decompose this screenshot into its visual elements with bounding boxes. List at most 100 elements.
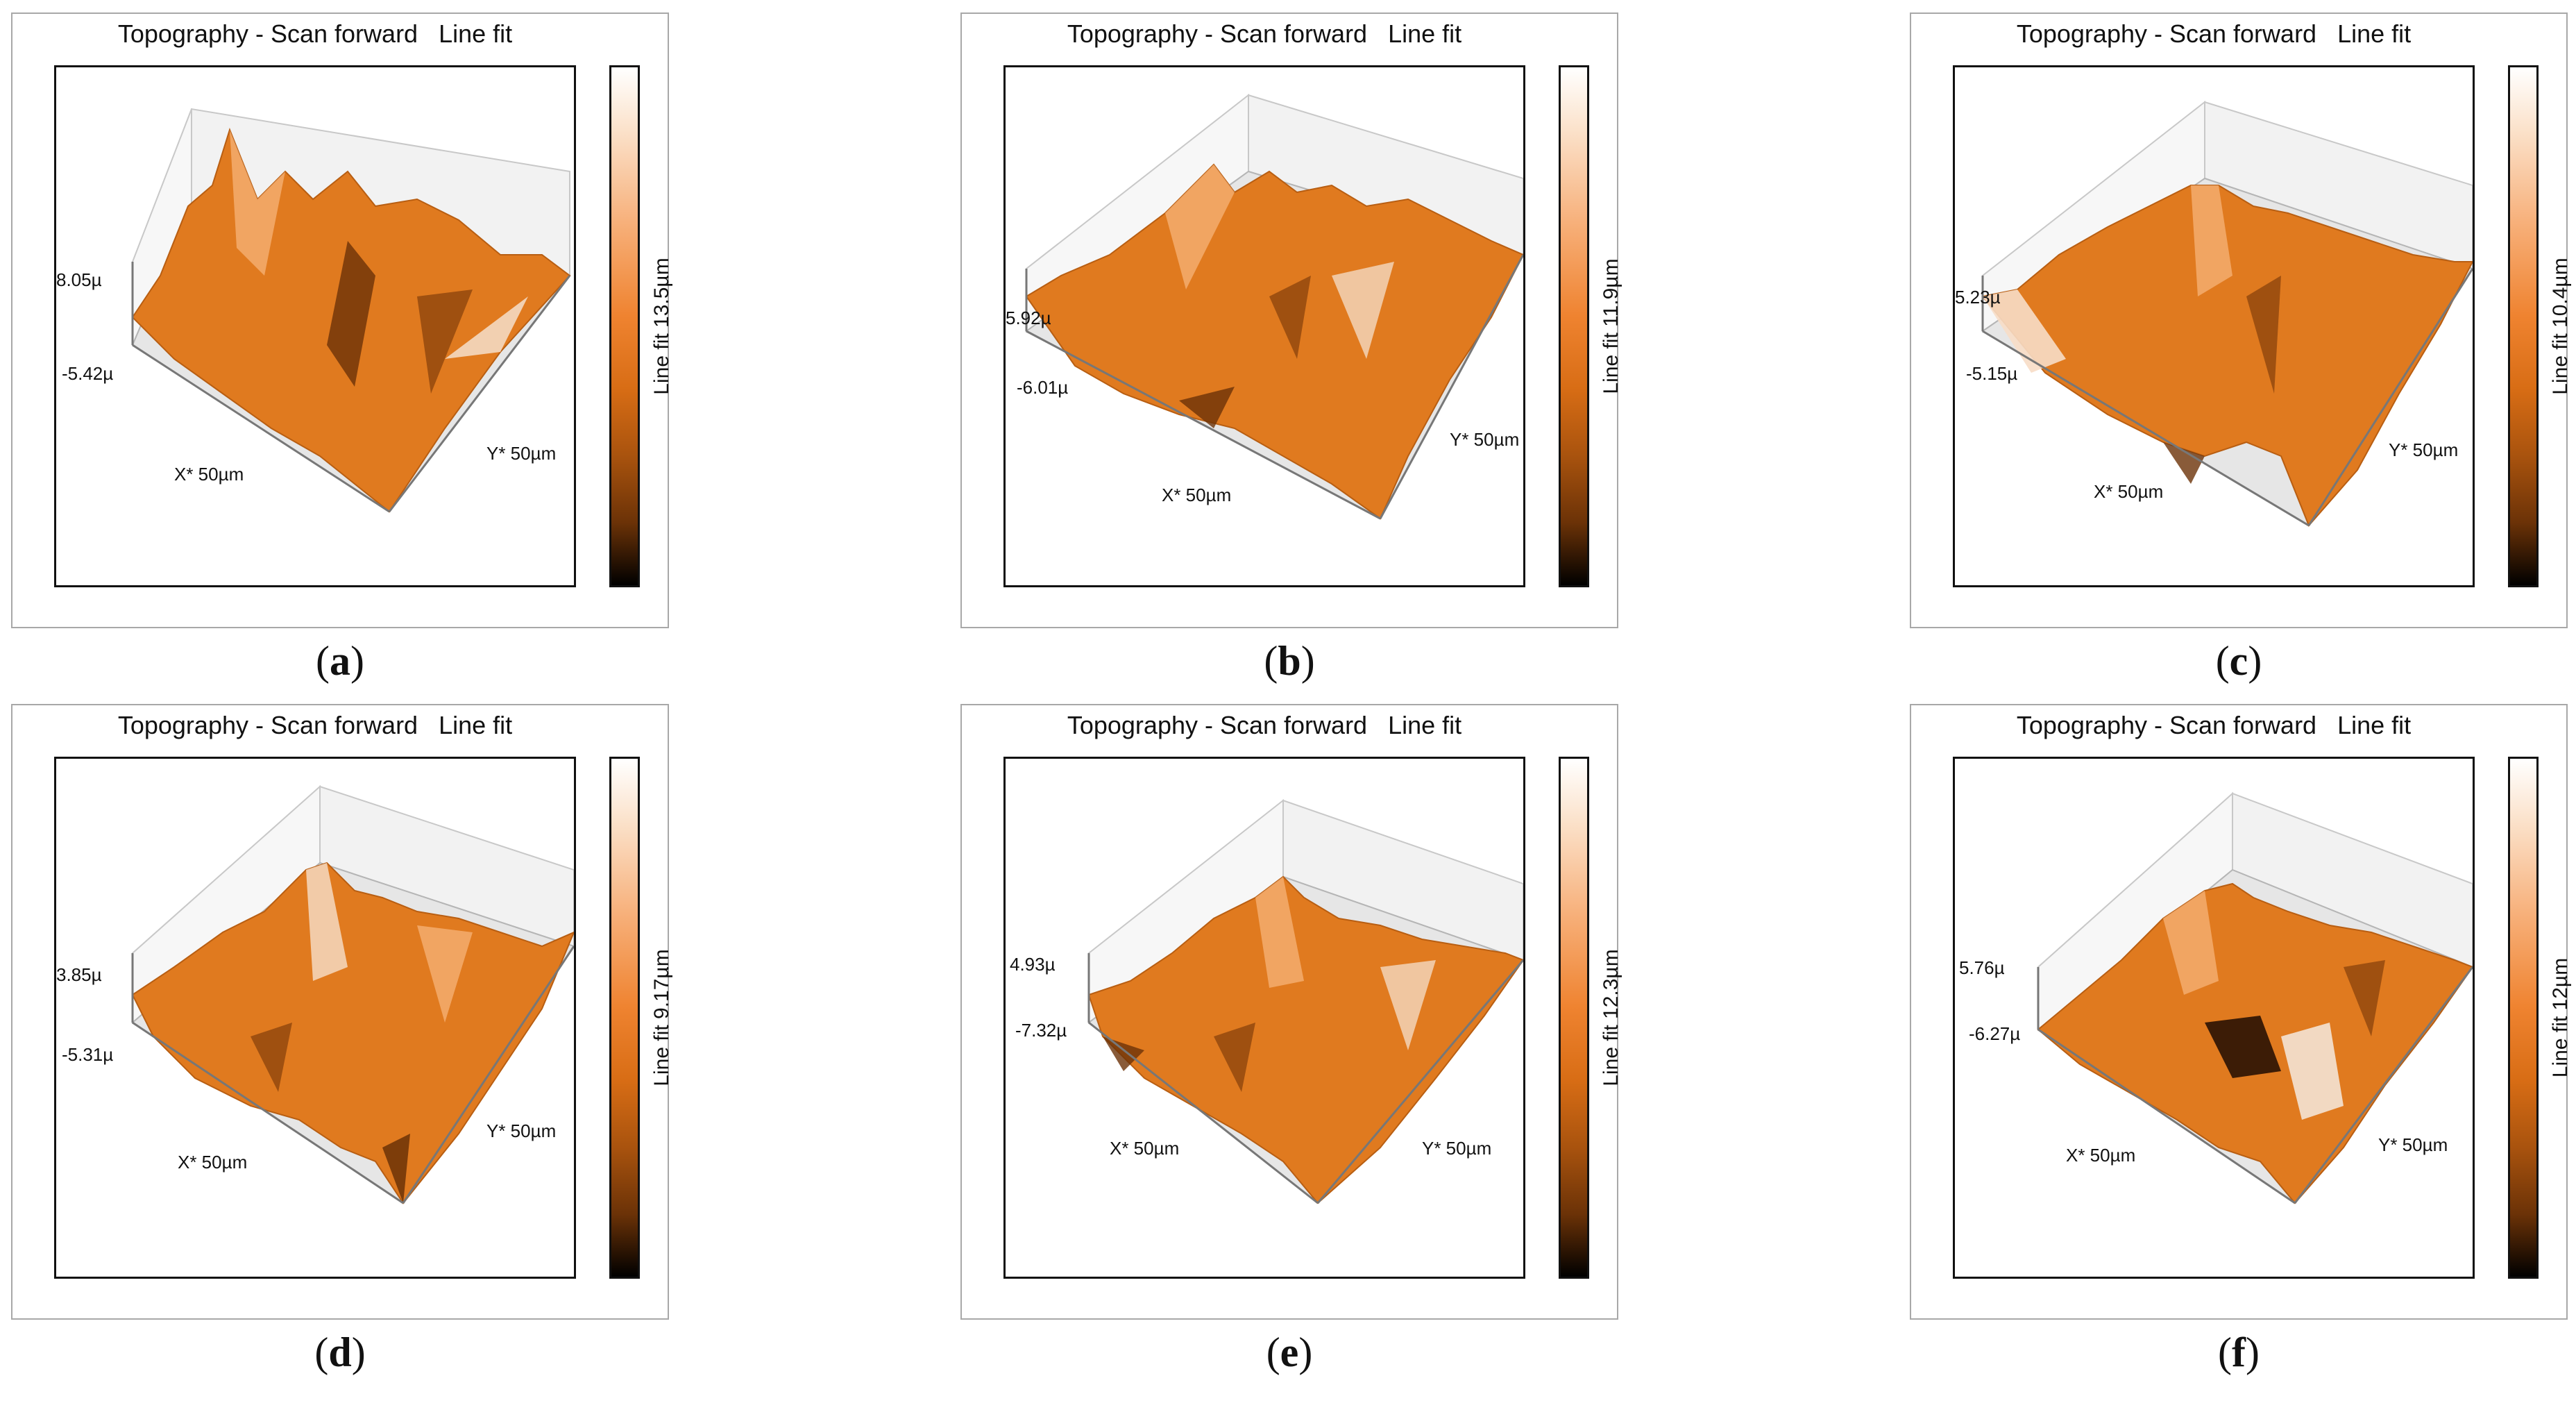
surface-highlight	[2163, 891, 2219, 995]
surface-shadow	[2205, 1016, 2281, 1078]
colorbar	[1559, 757, 1589, 1279]
z-max-label: 3.85µ	[56, 964, 102, 985]
afm-panel-c: Topography - Scan forward Line fit 5.23µ…	[1910, 12, 2572, 628]
z-min-label: -5.31µ	[62, 1044, 113, 1065]
caption-f: (f)	[2218, 1329, 2260, 1375]
surface-plot: 3.85µ -5.31µ X* 50µm Y* 50µm	[56, 784, 574, 1204]
afm-panel-f: Topography - Scan forward Line fit 5.76µ…	[1910, 704, 2572, 1320]
surface-plot: 8.05µ -5.42µ X* 50µm Y* 50µm	[56, 108, 571, 513]
axis-x-edge	[132, 1021, 404, 1204]
axis-y-edge	[2307, 268, 2473, 526]
x-axis-label: X* 50µm	[1162, 485, 1231, 505]
surface-shadow	[2246, 276, 2281, 394]
surface-shadow	[382, 1134, 410, 1203]
colorbar	[2508, 757, 2539, 1279]
panel-title: Topography - Scan forward Line fit	[117, 711, 513, 739]
y-axis-label: Y* 50µm	[486, 443, 556, 464]
caption-c: (c)	[2215, 638, 2262, 684]
caption-e: (e)	[1266, 1329, 1313, 1375]
z-max-label: 5.23µ	[1955, 287, 2001, 308]
surface-plot: 5.76µ -6.27µ X* 50µm Y* 50µm	[1959, 791, 2473, 1204]
y-axis-label: Y* 50µm	[1422, 1138, 1491, 1159]
surface-shadow	[1103, 1036, 1144, 1071]
panel-title: Topography - Scan forward Line fit	[2016, 19, 2412, 48]
surface-highlight	[230, 130, 285, 276]
colorbar-label: Line fit 9.17µm	[650, 949, 673, 1086]
afm-panel-d: Topography - Scan forward Line fit 3.85µ…	[11, 704, 673, 1320]
x-axis-label: X* 50µm	[2066, 1145, 2135, 1166]
panel-title: Topography - Scan forward Line fit	[1067, 19, 1462, 48]
z-max-label: 5.92µ	[1006, 308, 1051, 328]
z-min-label: -6.01µ	[1017, 377, 1068, 398]
axis-y-edge	[1379, 254, 1523, 519]
plot-area: 4.93µ -7.32µ X* 50µm Y* 50µm	[1003, 757, 1525, 1279]
surface-shadow	[1269, 276, 1311, 359]
surface-plot: 4.93µ -7.32µ X* 50µm Y* 50µm	[1010, 798, 1523, 1204]
x-axis-label: X* 50µm	[1110, 1138, 1179, 1159]
surface-highlight	[1380, 960, 1436, 1050]
colorbar	[1559, 65, 1589, 587]
plot-area: 5.23µ -5.15µ X* 50µm Y* 50µm	[1953, 65, 2475, 587]
surface-highlight	[1332, 262, 1394, 359]
axis-y-edge	[402, 946, 574, 1204]
colorbar	[2508, 65, 2539, 587]
panel-title: Topography - Scan forward Line fit	[117, 19, 513, 48]
surface-shadow	[1179, 387, 1235, 428]
z-min-label: -5.42µ	[62, 363, 113, 384]
topography-surface	[1087, 875, 1523, 1204]
plot-area: 5.92µ -6.01µ X* 50µm Y* 50µm	[1003, 65, 1525, 587]
x-axis-label: X* 50µm	[178, 1152, 247, 1173]
surface-shadow	[2344, 960, 2385, 1036]
colorbar-label: Line fit 12.3µm	[1600, 949, 1622, 1086]
colorbar-label: Line fit 12µm	[2549, 957, 2572, 1078]
surface-shadow	[327, 241, 375, 387]
surface-highlight	[1255, 877, 1304, 988]
y-axis-label: Y* 50µm	[2378, 1134, 2448, 1155]
afm-panel-e: Topography - Scan forward Line fit 4.93µ…	[960, 704, 1622, 1320]
axis-x-edge	[2037, 1028, 2296, 1204]
axis-y-edge	[388, 275, 571, 512]
afm-panel-b: Topography - Scan forward Line fit 5.92µ…	[960, 12, 1622, 628]
axis-x-edge	[132, 344, 390, 513]
plot-area: 8.05µ -5.42µ X* 50µm Y* 50µm	[54, 65, 576, 587]
surface-shadow	[1214, 1023, 1255, 1092]
surface-highlight	[306, 863, 348, 981]
surface-highlight	[1165, 165, 1235, 289]
x-axis-label: X* 50µm	[174, 464, 244, 485]
plot-area: 3.85µ -5.31µ X* 50µm Y* 50µm	[54, 757, 576, 1279]
surface-shadow	[2163, 442, 2205, 484]
z-min-label: -5.15µ	[1966, 363, 2017, 384]
y-axis-label: Y* 50µm	[486, 1120, 556, 1141]
surface-plot: 5.23µ -5.15µ X* 50µm Y* 50µm	[1955, 100, 2473, 527]
caption-b: (b)	[1264, 638, 1315, 684]
plot-area: 5.76µ -6.27µ X* 50µm Y* 50µm	[1953, 757, 2475, 1279]
panel-title: Topography - Scan forward Line fit	[1067, 711, 1462, 739]
colorbar-label: Line fit 13.5µm	[650, 258, 673, 395]
surface-highlight	[417, 925, 473, 1023]
surface-shadow	[417, 289, 473, 394]
axis-y-edge	[2294, 966, 2473, 1204]
surface-highlight	[2191, 185, 2232, 296]
z-max-label: 8.05µ	[56, 269, 102, 290]
caption-d: (d)	[314, 1329, 366, 1375]
z-max-label: 4.93µ	[1010, 954, 1056, 975]
z-min-label: -7.32µ	[1015, 1020, 1067, 1041]
axis-x-edge	[1026, 330, 1381, 520]
x-axis-label: X* 50µm	[2094, 481, 2163, 502]
z-min-label: -6.27µ	[1969, 1023, 2020, 1044]
caption-a: (a)	[316, 638, 364, 684]
surface-highlight	[1983, 289, 2066, 373]
axis-x-edge	[1982, 330, 2310, 527]
y-axis-label: Y* 50µm	[1450, 429, 1519, 450]
surface-highlight	[445, 296, 528, 359]
y-axis-label: Y* 50µm	[2389, 439, 2458, 460]
colorbar-label: Line fit 10.4µm	[2549, 258, 2572, 395]
panel-title: Topography - Scan forward Line fit	[2016, 711, 2412, 739]
colorbar	[609, 65, 640, 587]
surface-plot: 5.92µ -6.01µ X* 50µm Y* 50µm	[1006, 93, 1523, 520]
axis-x-edge	[1088, 1021, 1319, 1204]
colorbar	[609, 757, 640, 1279]
axis-y-edge	[1316, 959, 1523, 1204]
z-max-label: 5.76µ	[1959, 957, 2005, 978]
colorbar-label: Line fit 11.9µm	[1600, 258, 1622, 394]
